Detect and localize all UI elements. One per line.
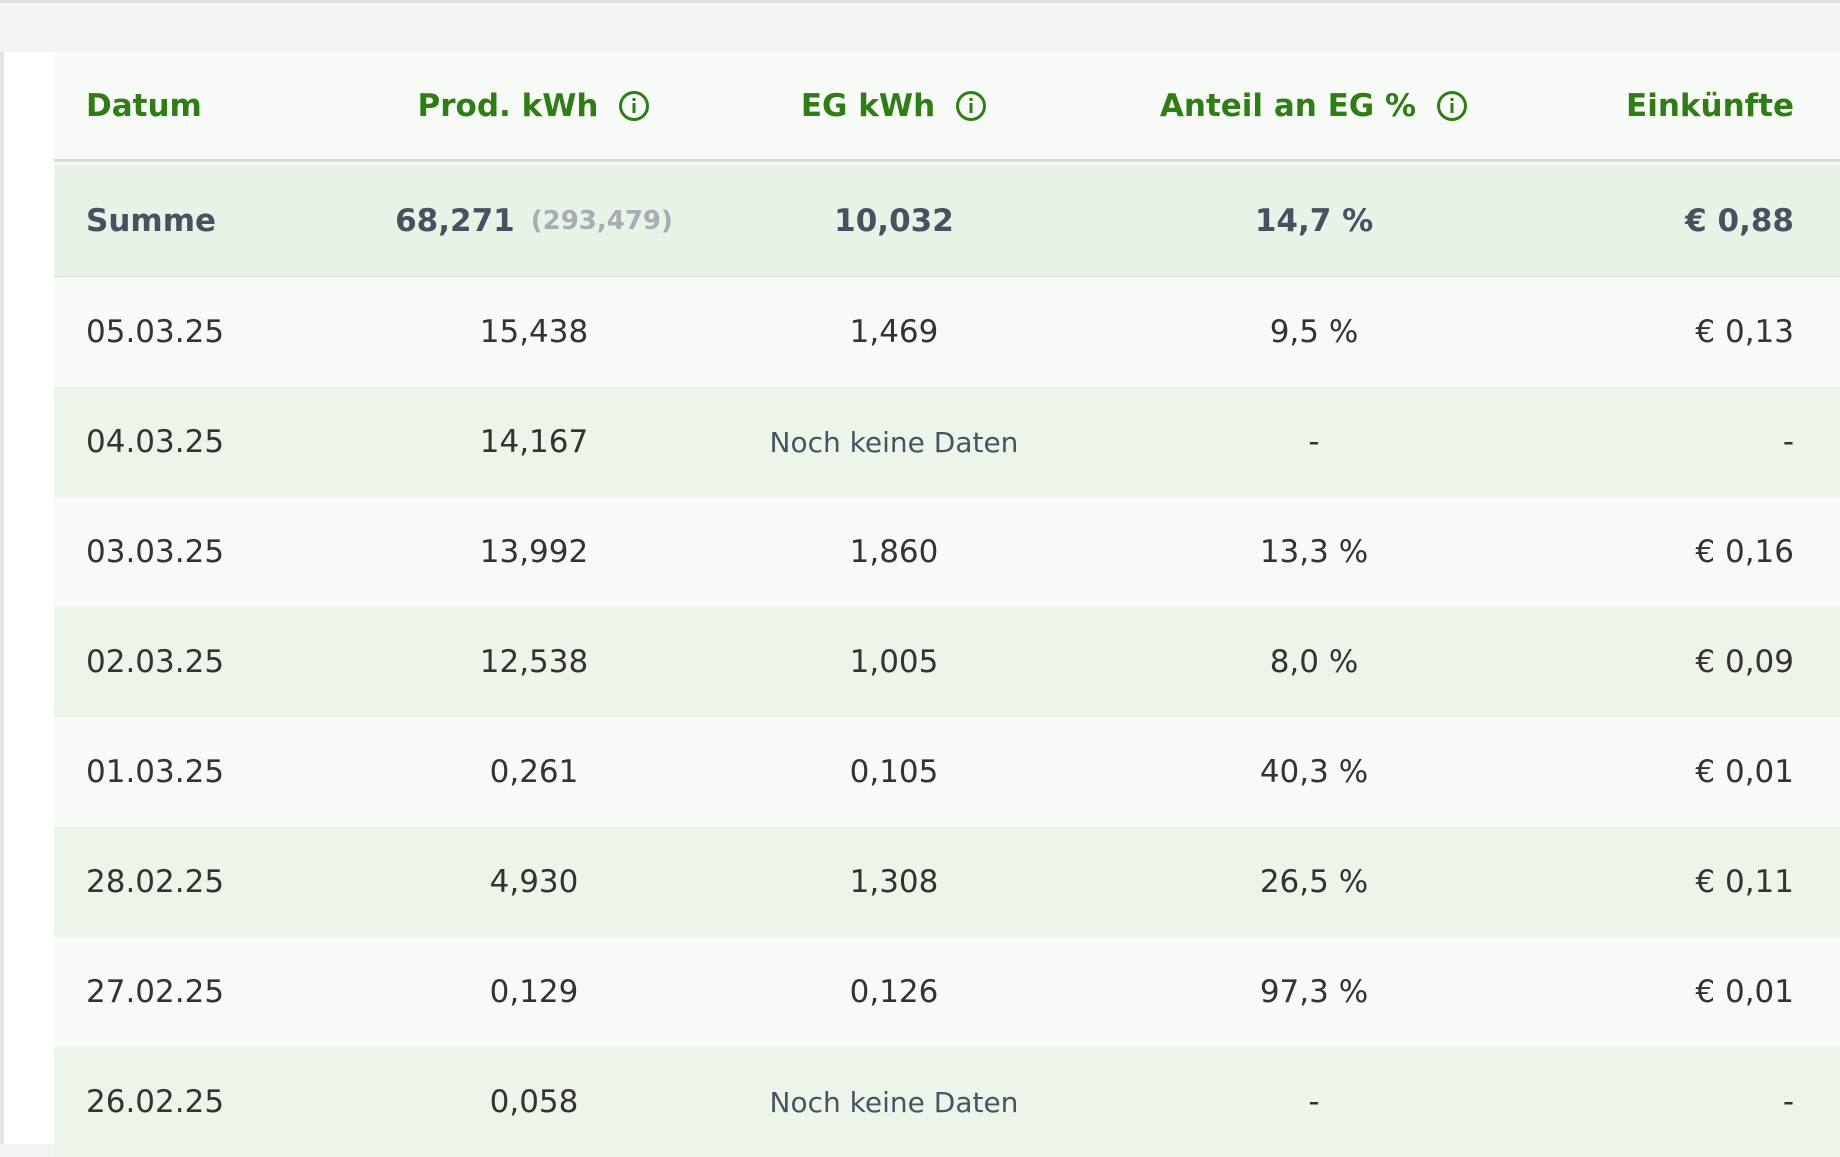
cell-share: 40,3 % [1259,754,1369,790]
sum-income: € 0,88 [1685,202,1794,239]
cell-eg: 1,469 [849,314,939,350]
table-row: 28.02.25 4,930 1,308 26,5 % € 0,11 [54,827,1840,937]
header-date[interactable]: Datum [86,52,346,159]
cell-date: 01.03.25 [86,754,225,790]
cell-eg: 0,105 [849,754,939,790]
cell-prod: 13,992 [479,534,589,570]
cell-prod: 0,058 [489,1084,579,1120]
production-table: Datum Prod. kWh EG kWh Anteil an EG % [54,52,1840,1157]
info-icon[interactable] [618,90,650,122]
cell-income: - [1782,424,1794,460]
cell-eg: Noch keine Daten [769,425,1019,459]
cell-income: € 0,16 [1695,534,1794,570]
top-bar [0,0,1840,52]
header-income-label: Einkünfte [1626,87,1794,124]
cell-prod: 15,438 [479,314,589,350]
cell-date: 03.03.25 [86,534,225,570]
cell-share: - [1308,1084,1320,1120]
sum-label: Summe [86,202,217,239]
header-income[interactable]: Einkünfte [1454,52,1794,159]
table-row: 01.03.25 0,261 0,105 40,3 % € 0,01 [54,717,1840,827]
table-row: 27.02.25 0,129 0,126 97,3 % € 0,01 [54,937,1840,1047]
cell-eg: 0,126 [849,974,939,1010]
sum-prod-total: (293,479) [530,205,673,236]
cell-income: - [1782,1084,1794,1120]
cell-share: 13,3 % [1259,534,1369,570]
cell-share: 9,5 % [1269,314,1359,350]
header-share[interactable]: Anteil an EG % [1114,52,1514,159]
cell-share: - [1308,424,1320,460]
sum-eg: 10,032 [834,202,954,239]
table-row: 04.03.25 14,167 Noch keine Daten - - [54,387,1840,497]
cell-date: 28.02.25 [86,864,225,900]
cell-share: 97,3 % [1259,974,1369,1010]
cell-eg: 1,860 [849,534,939,570]
cell-date: 27.02.25 [86,974,225,1010]
cell-eg: 1,005 [849,644,939,680]
left-panel-edge [0,52,54,1144]
table-row: 02.03.25 12,538 1,005 8,0 % € 0,09 [54,607,1840,717]
cell-income: € 0,09 [1695,644,1794,680]
cell-date: 04.03.25 [86,424,225,460]
header-share-label: Anteil an EG % [1159,87,1417,124]
header-date-label: Datum [86,87,202,124]
table-row: 26.02.25 0,058 Noch keine Daten - - [54,1047,1840,1157]
sum-row: Summe 68,271 (293,479) 10,032 14,7 % € 0… [54,165,1840,277]
cell-income: € 0,13 [1695,314,1794,350]
cell-prod: 14,167 [479,424,589,460]
table-row: 03.03.25 13,992 1,860 13,3 % € 0,16 [54,497,1840,607]
cell-share: 26,5 % [1259,864,1369,900]
sum-prod: 68,271 [395,202,515,239]
cell-income: € 0,01 [1695,974,1794,1010]
header-eg[interactable]: EG kWh [694,52,1094,159]
sum-prod-cell: 68,271 (293,479) [334,165,734,276]
cell-prod: 4,930 [489,864,579,900]
cell-eg: 1,308 [849,864,939,900]
cell-eg: Noch keine Daten [769,1085,1019,1119]
cell-prod: 0,261 [489,754,579,790]
sum-share: 14,7 % [1254,202,1374,239]
table-header: Datum Prod. kWh EG kWh Anteil an EG % [54,52,1840,162]
cell-income: € 0,01 [1695,754,1794,790]
info-icon[interactable] [955,90,987,122]
cell-date: 02.03.25 [86,644,225,680]
header-prod-label: Prod. kWh [417,87,599,124]
info-icon[interactable] [1436,90,1468,122]
cell-date: 26.02.25 [86,1084,225,1120]
header-prod[interactable]: Prod. kWh [334,52,734,159]
table-row: 05.03.25 15,438 1,469 9,5 % € 0,13 [54,277,1840,387]
cell-date: 05.03.25 [86,314,225,350]
cell-share: 8,0 % [1269,644,1359,680]
cell-prod: 12,538 [479,644,589,680]
cell-income: € 0,11 [1695,864,1794,900]
header-eg-label: EG kWh [800,87,936,124]
cell-prod: 0,129 [489,974,579,1010]
